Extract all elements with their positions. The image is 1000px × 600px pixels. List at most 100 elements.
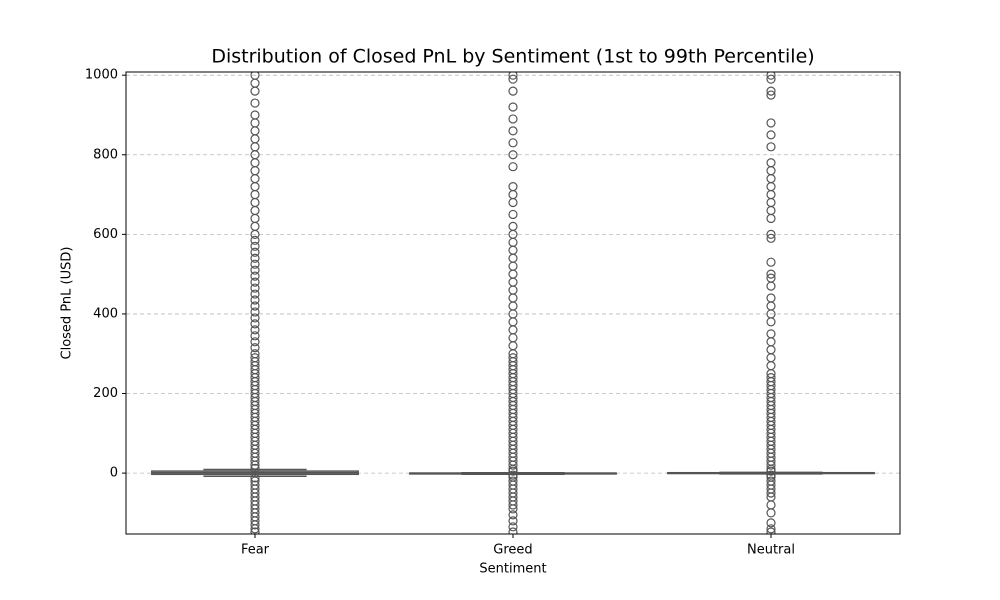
flier [508, 510, 518, 520]
flier [508, 341, 518, 351]
chart-title: Distribution of Closed PnL by Sentiment … [211, 46, 814, 68]
flier [250, 527, 260, 534]
flier [766, 476, 776, 486]
y-tick-label: 400 [93, 306, 118, 321]
plot-area [126, 72, 900, 534]
flier [250, 476, 260, 486]
flier [508, 325, 518, 335]
flier [250, 134, 260, 144]
flier [766, 118, 776, 128]
flier [250, 235, 260, 245]
flier [508, 189, 518, 200]
flier [508, 150, 518, 160]
flier [508, 527, 518, 534]
flier [508, 209, 518, 220]
flier [766, 329, 776, 339]
x-tick-label: Greed [493, 543, 532, 558]
flier [250, 319, 260, 329]
flier [766, 197, 776, 208]
flier [250, 271, 260, 281]
flier [508, 261, 518, 271]
x-tick-label: Neutral [747, 543, 795, 558]
flier [250, 166, 260, 176]
flier [766, 142, 776, 152]
flier [250, 253, 260, 263]
flier [766, 518, 776, 528]
flier [508, 237, 518, 247]
flier [508, 126, 518, 136]
flier [250, 349, 260, 359]
flier [250, 110, 260, 120]
flier [250, 118, 260, 128]
flier [250, 174, 260, 184]
flier [250, 221, 260, 231]
flier [250, 182, 260, 192]
flier [250, 78, 260, 88]
flier [250, 142, 260, 152]
flier [766, 345, 776, 355]
flier [766, 205, 776, 216]
flier [766, 293, 776, 303]
flier [766, 158, 776, 168]
flier [766, 166, 776, 176]
flier [766, 281, 776, 291]
flier [250, 343, 260, 353]
flier [766, 233, 776, 243]
flier [508, 353, 518, 363]
flier [250, 86, 260, 96]
flier [508, 197, 518, 208]
y-tick-label: 0 [110, 466, 118, 481]
flier [766, 273, 776, 283]
flier [250, 337, 260, 347]
y-tick-label: 200 [93, 386, 118, 401]
flier [766, 337, 776, 347]
flier [508, 277, 518, 287]
flier [508, 245, 518, 255]
flier [250, 307, 260, 317]
flier [250, 126, 260, 136]
flier [766, 301, 776, 311]
flier [250, 283, 260, 293]
flier [508, 138, 518, 148]
flier [766, 74, 776, 84]
flier [250, 480, 260, 490]
flier [508, 72, 518, 80]
flier [766, 229, 776, 239]
flier [250, 289, 260, 299]
flier [508, 285, 518, 295]
flier [766, 373, 776, 383]
flier [508, 470, 518, 480]
flier [766, 361, 776, 371]
flier [508, 253, 518, 263]
flier [508, 162, 518, 172]
flier [508, 293, 518, 303]
flier [250, 353, 260, 363]
flier [250, 205, 260, 216]
flier [766, 174, 776, 184]
flier [508, 102, 518, 112]
x-axis-label: Sentiment [479, 562, 546, 577]
flier [508, 74, 518, 84]
flier [508, 476, 518, 486]
flier [508, 221, 518, 231]
flier [766, 189, 776, 200]
flier [250, 197, 260, 208]
flier [766, 508, 776, 518]
flier [766, 182, 776, 192]
flier [508, 301, 518, 311]
flier [766, 524, 776, 534]
flier [250, 247, 260, 257]
flier [250, 241, 260, 251]
flier [766, 317, 776, 327]
flier [508, 86, 518, 96]
flier [508, 182, 518, 192]
flier [250, 265, 260, 275]
flier [250, 331, 260, 341]
flier [766, 72, 776, 80]
flier [766, 86, 776, 96]
flier [250, 277, 260, 287]
flier [508, 269, 518, 279]
x-tick-label: Fear [241, 543, 270, 558]
flier [508, 516, 518, 526]
